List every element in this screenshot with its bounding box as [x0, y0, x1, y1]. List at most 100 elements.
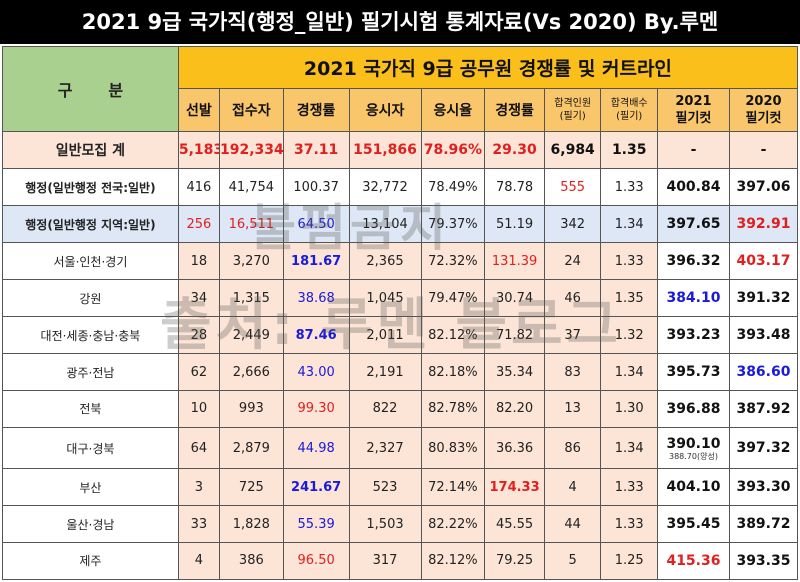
cell: 396.32 [656, 242, 730, 281]
cell: 4 [177, 541, 220, 581]
cell: 78.78 [484, 168, 545, 207]
col-header: 응시자 [348, 88, 422, 133]
col-header-pass-count: 합격인원 (필기) [543, 88, 602, 133]
cell: 1.34 [600, 353, 658, 391]
cell: 82.18% [420, 353, 486, 391]
cell: 342 [543, 205, 602, 244]
cell: 82.20 [484, 390, 545, 428]
cell: 80.83% [420, 426, 486, 470]
cell: 2,327 [348, 426, 422, 470]
cell: 174.33 [484, 468, 545, 507]
cell: 1.30 [600, 390, 658, 428]
cell: 16,511 [218, 205, 284, 244]
cell: 96.50 [282, 541, 350, 581]
cell: 33 [177, 505, 220, 543]
cell: 993 [218, 390, 284, 428]
cell: 71.82 [484, 316, 545, 355]
cell: 41,754 [218, 168, 284, 207]
row-label: 서울·인천·경기 [2, 242, 179, 281]
cell: 5,183 [177, 131, 220, 170]
cell: 2,191 [348, 353, 422, 391]
row-label: 광주·전남 [2, 353, 179, 391]
cell: 36.36 [484, 426, 545, 470]
cell: 241.67 [282, 468, 350, 507]
cell: 1,045 [348, 279, 422, 318]
table-row: 부산 3 725 241.67 523 72.14% 174.33 4 1.33… [2, 468, 799, 507]
cell: 18 [177, 242, 220, 281]
cut-note: 388.70(양성) [668, 451, 718, 461]
table-row: 강원 34 1,315 38.68 1,045 79.47% 30.74 46 … [2, 279, 799, 318]
table-row: 행정(일반행정 지역:일반) 256 16,511 64.50 13,104 7… [2, 205, 799, 244]
cell: 403.17 [728, 242, 799, 281]
row-label: 제주 [2, 541, 179, 581]
cell: 256 [177, 205, 220, 244]
row-label: 전북 [2, 390, 179, 428]
cell: 822 [348, 390, 422, 428]
cell: 30.74 [484, 279, 545, 318]
col-header-pass-ratio: 합격배수 (필기) [600, 88, 658, 133]
cell: 10 [177, 390, 220, 428]
cell: 396.88 [656, 390, 730, 428]
table-row: 울산·경남 33 1,828 55.39 1,503 82.22% 45.55 … [2, 505, 799, 543]
cell: 86 [543, 426, 602, 470]
cell: 397.65 [656, 205, 730, 244]
col-header: 경쟁률 [484, 88, 545, 133]
row-label: 울산·경남 [2, 505, 179, 543]
cell: 44.98 [282, 426, 350, 470]
cell: 78.96% [420, 131, 486, 170]
cell: 395.73 [656, 353, 730, 391]
cell: 64.50 [282, 205, 350, 244]
cell: 523 [348, 468, 422, 507]
table-row: 대전·세종·충남·충북 28 2,449 87.46 2,011 82.12% … [2, 316, 799, 355]
cell: 29.30 [484, 131, 545, 170]
cell: 192,334 [218, 131, 284, 170]
cell: 1.33 [600, 168, 658, 207]
cell: 1,828 [218, 505, 284, 543]
cell: 13,104 [348, 205, 422, 244]
cell: 395.45 [656, 505, 730, 543]
cell: 386.60 [728, 353, 799, 391]
cell: 72.32% [420, 242, 486, 281]
cell: 34 [177, 279, 220, 318]
cell: 384.10 [656, 279, 730, 318]
cell: 416 [177, 168, 220, 207]
cell: 83 [543, 353, 602, 391]
cell: 317 [348, 541, 422, 581]
row-label: 행정(일반행정 전국:일반) [2, 168, 179, 207]
col-header-cut-2021: 2021 필기컷 [656, 88, 730, 133]
cell: 393.48 [728, 316, 799, 355]
cell: 397.32 [728, 426, 799, 470]
cell: 51.19 [484, 205, 545, 244]
cell: 181.67 [282, 242, 350, 281]
cell: 555 [543, 168, 602, 207]
cell: 151,866 [348, 131, 422, 170]
cell: 1.34 [600, 205, 658, 244]
cell: 391.32 [728, 279, 799, 318]
cell: 725 [218, 468, 284, 507]
cell: 13 [543, 390, 602, 428]
cell: 392.91 [728, 205, 799, 244]
cell: 400.84 [656, 168, 730, 207]
cell: 393.30 [728, 468, 799, 507]
cell: 1,315 [218, 279, 284, 318]
cell: 4 [543, 468, 602, 507]
cell: 72.14% [420, 468, 486, 507]
table-row-total: 일반모집 계 5,183 192,334 37.11 151,866 78.96… [2, 131, 799, 170]
cell: 32,772 [348, 168, 422, 207]
cell: 1.25 [600, 541, 658, 581]
cell: 2,449 [218, 316, 284, 355]
table-row: 광주·전남 62 2,666 43.00 2,191 82.18% 35.34 … [2, 353, 799, 391]
cell: 2,011 [348, 316, 422, 355]
cell: 3 [177, 468, 220, 507]
cell: 24 [543, 242, 602, 281]
col-header: 접수자 [218, 88, 284, 133]
cell: 1.32 [600, 316, 658, 355]
col-header: 선발 [177, 88, 220, 133]
cell: 46 [543, 279, 602, 318]
cell: 390.10 388.70(양성) [656, 426, 730, 470]
row-label: 대구·경북 [2, 426, 179, 470]
cell: 100.37 [282, 168, 350, 207]
cell: 131.39 [484, 242, 545, 281]
